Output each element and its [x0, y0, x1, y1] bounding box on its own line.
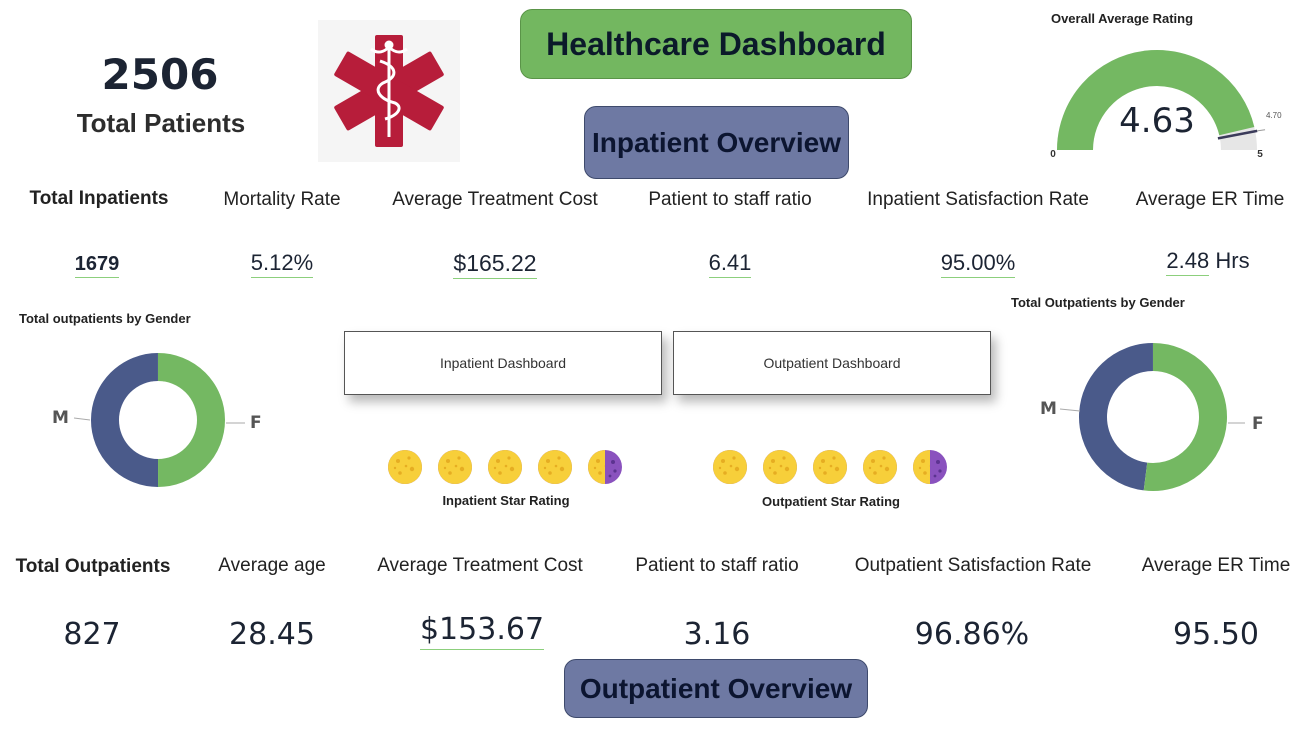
kpi-label-average-age: Average age — [218, 555, 326, 576]
kpi-label-outpatient-satisfaction: Outpatient Satisfaction Rate — [854, 555, 1092, 576]
dashboard-title: Healthcare Dashboard — [520, 9, 912, 79]
kpi-unit-er-time: Hrs — [1215, 248, 1250, 273]
outpatient-overview-title: Outpatient Overview — [564, 659, 868, 718]
gauge-target-label: 4.70 — [1266, 111, 1282, 120]
outpatient-star-4 — [863, 450, 897, 484]
donut-slice-female — [157, 353, 225, 487]
inpatient-dashboard-button[interactable]: Inpatient Dashboard — [344, 331, 662, 395]
gauge-max-label: 5 — [1257, 149, 1263, 160]
gauge-title: Overall Average Rating — [1050, 11, 1194, 26]
left-gender-donut — [40, 345, 290, 495]
kpi-label-avg-er-time: Average ER Time — [1135, 189, 1285, 210]
gauge-value: 4.63 — [1119, 101, 1195, 141]
kpi-value-avg-er-time: 2.48 Hrs — [1138, 248, 1278, 276]
outpatient-star-5 — [913, 450, 947, 484]
kpi-label-out-avg-er-time: Average ER Time — [1141, 555, 1291, 576]
total-patients-value: 2506 — [101, 50, 219, 99]
outpatient-star-2 — [763, 450, 797, 484]
kpi-label-mortality-rate: Mortality Rate — [223, 189, 341, 210]
right-gender-donut — [1030, 337, 1280, 497]
outpatient-star-rating-label: Outpatient Star Rating — [762, 494, 900, 509]
kpi-label-avg-treatment-cost: Average Treatment Cost — [392, 189, 598, 210]
kpi-label-out-avg-treatment-cost: Average Treatment Cost — [377, 555, 583, 576]
kpi-label-total-outpatients: Total Outpatients — [15, 556, 171, 577]
inpatient-star-1 — [388, 450, 422, 484]
outpatient-star-3 — [813, 450, 847, 484]
kpi-value-out-patient-staff-ratio: 3.16 — [683, 617, 751, 652]
left-donut-label-male: M — [52, 408, 69, 428]
kpi-value-out-avg-er-time: 95.50 — [1173, 617, 1259, 652]
outpatient-dashboard-button[interactable]: Outpatient Dashboard — [673, 331, 991, 395]
inpatient-overview-title: Inpatient Overview — [584, 106, 849, 179]
right-donut-label-female: F — [1252, 414, 1264, 434]
right-donut-title: Total Outpatients by Gender — [1011, 295, 1185, 310]
kpi-value-out-avg-treatment-cost: $153.67 — [412, 612, 552, 650]
total-patients-label: Total Patients — [76, 108, 246, 138]
inpatient-star-rating — [387, 449, 623, 485]
kpi-value-inpatient-satisfaction: 95.00% — [908, 250, 1048, 278]
inpatient-star-4 — [538, 450, 572, 484]
left-donut-title: Total outpatients by Gender — [19, 311, 191, 326]
star-of-life-icon — [334, 35, 444, 147]
inpatient-star-3 — [488, 450, 522, 484]
kpi-value-outpatient-satisfaction: 96.86% — [914, 617, 1030, 652]
medical-logo — [318, 20, 460, 162]
donut-slice-female — [1143, 343, 1227, 491]
kpi-label-out-patient-staff-ratio: Patient to staff ratio — [635, 555, 799, 576]
inpatient-star-5 — [588, 450, 622, 484]
kpi-value-mortality-rate: 5.12% — [212, 250, 352, 278]
kpi-label-total-inpatients: Total Inpatients — [29, 188, 169, 209]
kpi-value-total-inpatients: 1679 — [27, 253, 167, 278]
kpi-value-patient-staff-ratio: 6.41 — [660, 250, 800, 278]
donut-slice-male — [1079, 343, 1154, 491]
inpatient-star-2 — [438, 450, 472, 484]
gauge-min-label: 0 — [1050, 149, 1056, 160]
left-donut-label-female: F — [250, 413, 262, 433]
donut-slice-male — [91, 353, 159, 487]
kpi-value-total-outpatients: 827 — [63, 617, 121, 652]
kpi-value-avg-treatment-cost: $165.22 — [425, 250, 565, 279]
overall-rating-gauge: 4.63 0 5 4.70 — [1040, 30, 1290, 170]
kpi-label-patient-staff-ratio: Patient to staff ratio — [648, 189, 812, 210]
inpatient-star-rating-label: Inpatient Star Rating — [442, 493, 570, 508]
kpi-label-inpatient-satisfaction: Inpatient Satisfaction Rate — [867, 189, 1089, 210]
right-donut-label-male: M — [1040, 399, 1057, 419]
outpatient-star-1 — [713, 450, 747, 484]
outpatient-star-rating — [712, 449, 948, 485]
kpi-value-average-age: 28.45 — [229, 617, 315, 652]
